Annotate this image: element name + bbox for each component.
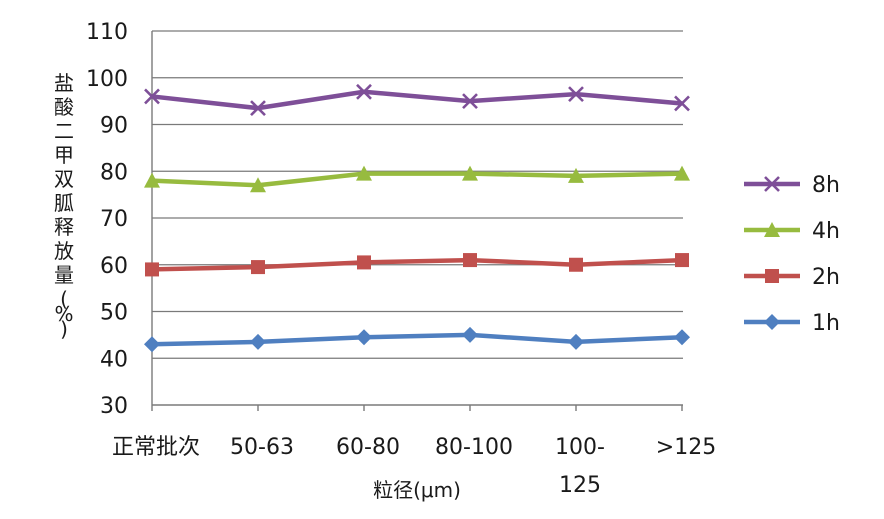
legend-label: 4h xyxy=(812,219,840,244)
data-point xyxy=(462,165,478,181)
data-point xyxy=(145,262,159,277)
series-1h xyxy=(144,326,690,353)
data-point xyxy=(144,88,160,105)
data-point xyxy=(568,86,584,103)
series-line xyxy=(151,257,683,272)
data-point xyxy=(144,336,160,353)
legend-item-1h: 1h xyxy=(744,311,840,336)
legend-label: 2h xyxy=(812,265,840,290)
data-point xyxy=(250,333,266,350)
tick-labels: 30 40 50 60 70 80 90 100 110 正常批次 50-63 60-80 80-100… xyxy=(54,20,716,498)
series-line xyxy=(151,89,683,111)
series-line xyxy=(151,171,683,188)
data-point xyxy=(250,177,266,193)
data-point xyxy=(250,100,266,117)
data-point xyxy=(568,167,584,183)
data-point xyxy=(357,255,371,270)
data-point xyxy=(356,165,372,181)
x-tick-label: 50-63 xyxy=(230,435,294,460)
x-tick-label: 60-80 xyxy=(336,435,400,460)
axes xyxy=(151,31,683,411)
data-point xyxy=(568,333,584,350)
data-point xyxy=(251,260,265,275)
y-tick-label: 70 xyxy=(100,207,128,232)
y-tick-label: 100 xyxy=(86,67,128,92)
data-point xyxy=(674,329,690,346)
series-group xyxy=(144,83,690,353)
data-point xyxy=(765,269,779,283)
data-point xyxy=(356,83,372,100)
legend-item-4h: 4h xyxy=(744,219,840,244)
x-tick-label: 80-100 xyxy=(435,435,513,460)
x-tick-label: 正常批次 xyxy=(112,435,200,460)
y-tick-label: 60 xyxy=(100,254,128,279)
data-point xyxy=(674,95,690,112)
data-point xyxy=(144,172,160,188)
y-tick-label: 50 xyxy=(100,301,128,326)
x-tick-label: >125 xyxy=(656,435,716,460)
legend-label: 8h xyxy=(812,173,840,198)
x-tick-label: 100-125 xyxy=(555,435,605,498)
legend: 8h 4h 2h 1h xyxy=(744,173,840,336)
series-2h xyxy=(145,253,689,277)
data-point xyxy=(674,165,690,181)
data-point xyxy=(462,93,478,110)
y-tick-label: 80 xyxy=(100,160,128,185)
data-point xyxy=(569,257,583,272)
data-point xyxy=(764,176,780,192)
legend-item-8h: 8h xyxy=(744,173,840,198)
data-point xyxy=(462,326,478,343)
legend-item-2h: 2h xyxy=(744,265,840,290)
series-4h xyxy=(144,165,690,193)
y-tick-label: 90 xyxy=(100,114,128,139)
data-point xyxy=(764,222,780,237)
legend-label: 1h xyxy=(812,311,840,336)
data-point xyxy=(764,314,780,330)
x-axis-title: 粒径(μm) xyxy=(373,478,461,502)
y-axis-title: 盐酸二甲双胍释放量(%) xyxy=(54,71,74,341)
y-tick-label: 30 xyxy=(100,394,128,419)
data-point xyxy=(675,253,689,268)
series-line xyxy=(151,332,683,347)
gridlines xyxy=(152,30,683,359)
series-8h xyxy=(144,83,690,117)
y-tick-label: 110 xyxy=(86,20,128,45)
data-point xyxy=(356,329,372,346)
data-point xyxy=(463,253,477,268)
y-tick-label: 40 xyxy=(100,347,128,372)
